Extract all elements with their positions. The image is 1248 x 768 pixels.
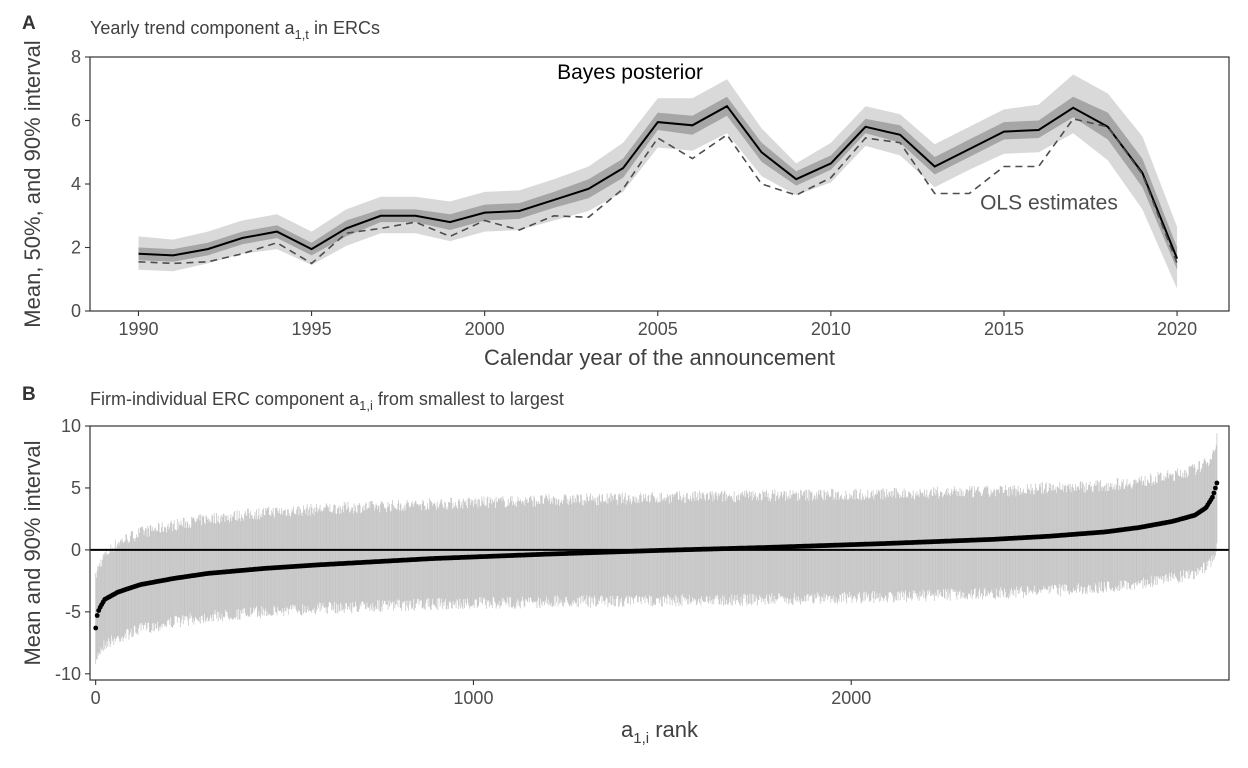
- series-lines: [138, 104, 1179, 265]
- ols-line: [138, 118, 1178, 265]
- mean-point: [1213, 485, 1218, 491]
- x-tick-label: 2015: [984, 319, 1024, 339]
- y-tick-label: 10: [61, 416, 81, 436]
- ols-estimates-label: OLS estimates: [980, 191, 1118, 214]
- mean-points: [93, 480, 1220, 631]
- x-tick-label: 2005: [638, 319, 678, 339]
- y-tick-label: -5: [65, 602, 81, 622]
- panel-b: B Firm-individual ERC component a1,i fro…: [20, 384, 1230, 747]
- y-tick-label: -10: [55, 664, 81, 684]
- panel-a-title: Yearly trend component a1,t in ERCs: [90, 18, 380, 42]
- band-50-interval: [138, 96, 1178, 270]
- x-tick-label: 1995: [292, 319, 332, 339]
- mean-point: [94, 613, 100, 618]
- posterior-mean-line: [138, 104, 1179, 259]
- y-tick-label: 6: [71, 111, 81, 131]
- x-tick-label: 2010: [811, 319, 851, 339]
- mean-point: [1214, 480, 1220, 486]
- panel-b-frame: [89, 425, 1230, 681]
- y-axis-title: Mean and 90% interval: [20, 440, 45, 665]
- y-tick-label: 0: [71, 301, 81, 321]
- series-annotations: Bayes posterior OLS estimates: [557, 61, 1118, 214]
- y-tick-label: 0: [71, 540, 81, 560]
- x-axis-ticks: 1990 1995 2000 2005 2010 2015 2020: [118, 311, 1197, 339]
- panel-a: A Yearly trend component a1,t in ERCs 19…: [20, 13, 1230, 370]
- x-tick-label: 1990: [118, 319, 158, 339]
- panel-b-title: Firm-individual ERC component a1,i from …: [90, 389, 564, 413]
- x-axis-ticks: 0 1000 2000: [91, 680, 871, 708]
- x-tick-label: 2000: [465, 319, 505, 339]
- mean-point: [1210, 494, 1215, 500]
- panel-b-tag: B: [22, 384, 36, 405]
- x-tick-label: 2020: [1157, 319, 1197, 339]
- band-90-interval: [138, 74, 1178, 289]
- x-axis-title: Calendar year of the announcement: [484, 345, 835, 370]
- mean-point: [1211, 490, 1217, 496]
- y-tick-label: 8: [71, 47, 81, 67]
- x-axis-title: a1,i rank: [621, 717, 699, 747]
- x-tick-label: 0: [91, 688, 101, 708]
- panel-a-tag: A: [22, 13, 36, 34]
- y-axis-ticks: -10 -5 0 5 10: [55, 416, 90, 684]
- mean-point: [93, 625, 99, 631]
- y-tick-label: 5: [71, 478, 81, 498]
- bayes-posterior-label: Bayes posterior: [557, 61, 703, 84]
- y-tick-label: 4: [71, 174, 81, 194]
- x-tick-label: 1000: [453, 688, 493, 708]
- x-tick-label: 2000: [831, 688, 871, 708]
- interval-bands: [138, 74, 1178, 289]
- y-axis-title: Mean, 50%, and 90% interval: [20, 40, 45, 327]
- y-axis-ticks: 0 2 4 6 8: [71, 47, 90, 321]
- y-tick-label: 2: [71, 238, 81, 258]
